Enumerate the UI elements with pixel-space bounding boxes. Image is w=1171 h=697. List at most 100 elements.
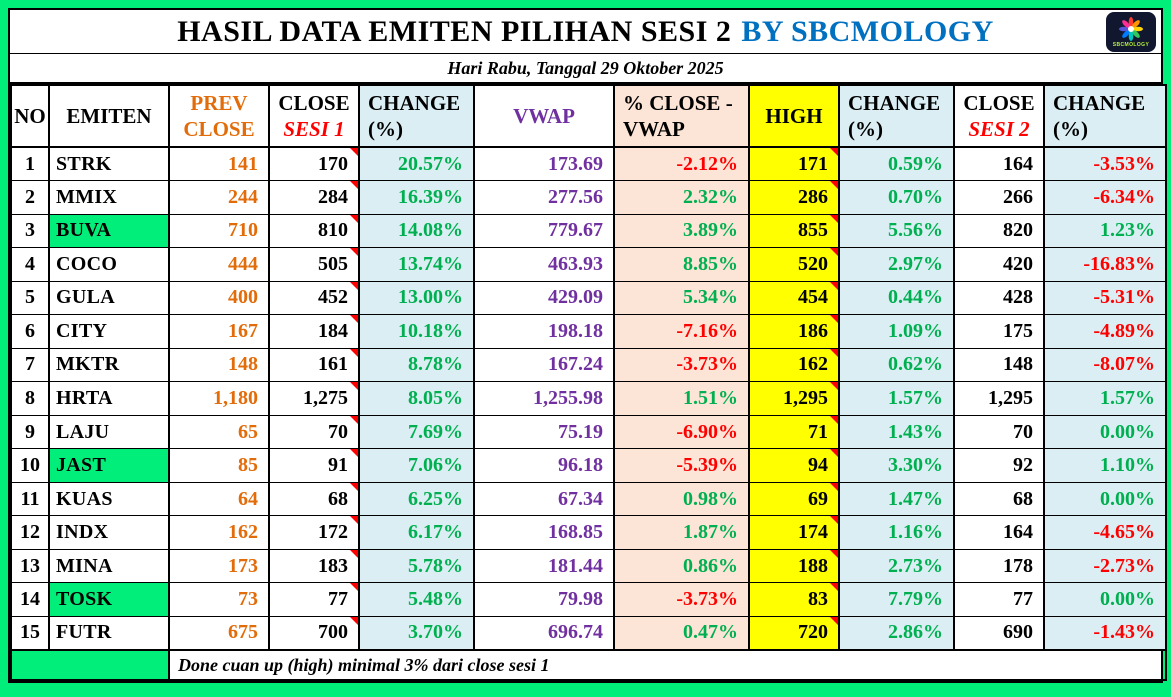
- cell-change-sesi2: -1.43%: [1043, 615, 1167, 651]
- cell-close-vwap: -5.39%: [613, 448, 750, 483]
- cell-change-sesi2: 0.00%: [1043, 414, 1167, 450]
- table-row: 11 KUAS 64 68 6.25% 67.34 0.98% 69 1.47%…: [10, 481, 1167, 517]
- cell-close-sesi2: 164: [953, 515, 1045, 550]
- cell-close-sesi1: 170: [268, 146, 360, 182]
- cell-vwap: 463.93: [473, 247, 615, 282]
- cell-high: 71: [748, 414, 840, 450]
- close-sesi1-value: 91: [328, 454, 348, 477]
- comment-marker-icon: [830, 248, 837, 257]
- comment-marker-icon: [830, 550, 837, 558]
- cell-high: 83: [748, 582, 840, 617]
- cell-change-sesi1: 3.70%: [358, 615, 475, 651]
- cell-close-vwap: -2.12%: [613, 146, 750, 182]
- comment-marker-icon: [830, 449, 837, 458]
- close-sesi1-value: 284: [318, 185, 348, 208]
- cell-change-sesi1: 20.57%: [358, 146, 475, 182]
- table-row: 13 MINA 173 183 5.78% 181.44 0.86% 188 2…: [10, 548, 1167, 584]
- date-subtitle: Hari Rabu, Tanggal 29 Oktober 2025: [447, 57, 724, 78]
- comment-marker-icon: [350, 583, 357, 592]
- cell-change-sesi1: 6.17%: [358, 515, 475, 550]
- comment-marker-icon: [830, 416, 837, 424]
- cell-high: 1,295: [748, 381, 840, 416]
- cell-change-sesi1: 13.74%: [358, 247, 475, 282]
- cell-no: 7: [10, 347, 50, 383]
- cell-emiten: HRTA: [48, 381, 170, 416]
- table-row: 2 MMIX 244 284 16.39% 277.56 2.32% 286 0…: [10, 180, 1167, 215]
- cell-close-sesi2: 92: [953, 448, 1045, 483]
- cell-change-sesi2: 1.10%: [1043, 448, 1167, 483]
- comment-marker-icon: [830, 181, 837, 190]
- cell-close-vwap: 8.85%: [613, 247, 750, 282]
- cell-emiten: GULA: [48, 280, 170, 316]
- cell-change-sesi1: 6.25%: [358, 481, 475, 517]
- cell-no: 10: [10, 448, 50, 483]
- table-row: 7 MKTR 148 161 8.78% 167.24 -3.73% 162 0…: [10, 347, 1167, 383]
- cell-close-sesi2: 148: [953, 347, 1045, 383]
- header-row: NO EMITEN PREV CLOSE CLOSE SESI 1 CHANGE (%…: [10, 84, 1167, 148]
- cell-no: 4: [10, 247, 50, 282]
- header-close-sesi1: CLOSE SESI 1: [268, 84, 360, 148]
- cell-prev-close: 444: [168, 247, 270, 282]
- cell-close-vwap: -3.73%: [613, 347, 750, 383]
- cell-change-sesi1: 7.69%: [358, 414, 475, 450]
- cell-emiten: CITY: [48, 314, 170, 349]
- table-row: 14 TOSK 73 77 5.48% 79.98 -3.73% 83 7.79…: [10, 582, 1167, 617]
- close-sesi1-value: 68: [328, 487, 348, 510]
- cell-emiten: MINA: [48, 548, 170, 584]
- cell-change-sesi1: 8.78%: [358, 347, 475, 383]
- comment-marker-icon: [350, 215, 357, 223]
- cell-change-sesi1: 5.78%: [358, 548, 475, 584]
- header-vwap: VWAP: [473, 84, 615, 148]
- comment-marker-icon: [350, 516, 357, 525]
- cell-prev-close: 148: [168, 347, 270, 383]
- cell-close-sesi1: 1,275: [268, 381, 360, 416]
- cell-close-sesi2: 820: [953, 213, 1045, 249]
- table-row: 5 GULA 400 452 13.00% 429.09 5.34% 454 0…: [10, 280, 1167, 316]
- cell-close-sesi1: 77: [268, 582, 360, 617]
- high-value: 188: [798, 554, 828, 577]
- cell-close-vwap: 0.86%: [613, 548, 750, 584]
- cell-emiten: COCO: [48, 247, 170, 282]
- cell-prev-close: 675: [168, 615, 270, 651]
- cell-close-vwap: -7.16%: [613, 314, 750, 349]
- cell-close-sesi1: 183: [268, 548, 360, 584]
- cell-change-sesi2: -4.65%: [1043, 515, 1167, 550]
- comment-marker-icon: [830, 349, 837, 357]
- cell-prev-close: 141: [168, 146, 270, 182]
- cell-prev-close: 710: [168, 213, 270, 249]
- cell-close-sesi2: 175: [953, 314, 1045, 349]
- cell-change-sesi2: 0.00%: [1043, 582, 1167, 617]
- cell-change-high: 2.86%: [838, 615, 955, 651]
- cell-close-vwap: -6.90%: [613, 414, 750, 450]
- high-value: 162: [798, 353, 828, 376]
- cell-close-sesi1: 172: [268, 515, 360, 550]
- header-change-sesi2: CHANGE (%): [1043, 84, 1167, 148]
- cell-change-sesi2: -16.83%: [1043, 247, 1167, 282]
- main-panel: HASIL DATA EMITEN PILIHAN SESI 2 BY SBCM…: [8, 8, 1167, 683]
- cell-prev-close: 400: [168, 280, 270, 316]
- cell-close-vwap: 5.34%: [613, 280, 750, 316]
- cell-no: 13: [10, 548, 50, 584]
- cell-change-sesi1: 10.18%: [358, 314, 475, 349]
- cell-vwap: 181.44: [473, 548, 615, 584]
- comment-marker-icon: [350, 248, 357, 257]
- cell-change-sesi2: 1.23%: [1043, 213, 1167, 249]
- cell-close-vwap: 1.51%: [613, 381, 750, 416]
- footer-green-cell: [10, 649, 170, 681]
- stock-table: NO EMITEN PREV CLOSE CLOSE SESI 1 CHANGE (%…: [10, 84, 1167, 681]
- table-row: 1 STRK 141 170 20.57% 173.69 -2.12% 171 …: [10, 146, 1167, 182]
- comment-marker-icon: [350, 617, 357, 625]
- comment-marker-icon: [350, 349, 357, 357]
- close-sesi1-value: 183: [318, 554, 348, 577]
- cell-change-high: 5.56%: [838, 213, 955, 249]
- cell-emiten: KUAS: [48, 481, 170, 517]
- cell-change-high: 2.97%: [838, 247, 955, 282]
- cell-no: 2: [10, 180, 50, 215]
- cell-change-high: 0.44%: [838, 280, 955, 316]
- cell-emiten: TOSK: [48, 582, 170, 617]
- close-sesi1-value: 505: [318, 252, 348, 275]
- cell-vwap: 277.56: [473, 180, 615, 215]
- cell-close-sesi2: 428: [953, 280, 1045, 316]
- table-row: 15 FUTR 675 700 3.70% 696.74 0.47% 720 2…: [10, 615, 1167, 651]
- cell-prev-close: 64: [168, 481, 270, 517]
